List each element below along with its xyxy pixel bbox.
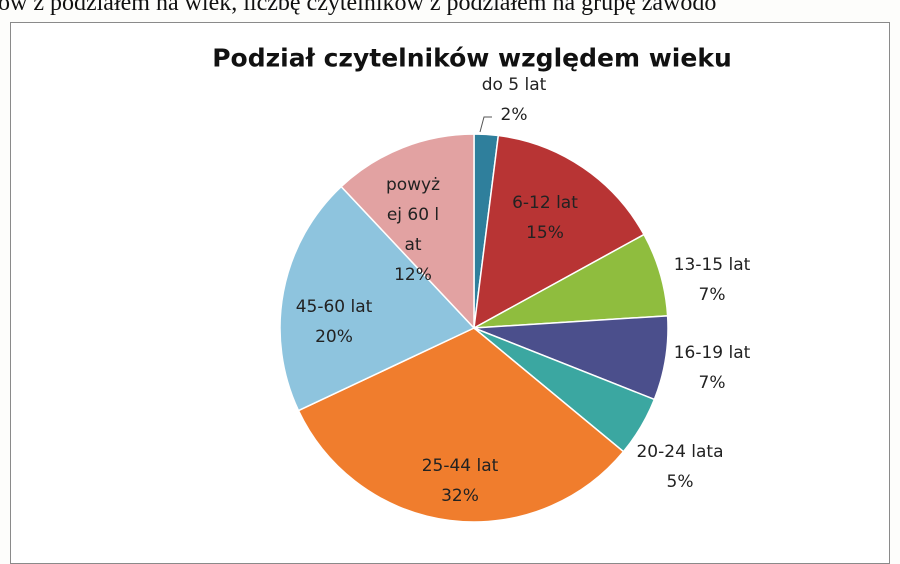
data-label: 13-15 lat 7% (674, 250, 751, 310)
label-category: 6-12 lat (512, 193, 578, 213)
label-category: powyżej 60 lat (385, 175, 441, 255)
label-value: 32% (441, 486, 479, 506)
data-label: 25-44 lat 32% (422, 451, 499, 511)
data-label: 45-60 lat 20% (296, 292, 373, 352)
pie-slice (297, 327, 625, 523)
label-value: 20% (315, 327, 353, 347)
label-value: 7% (698, 373, 726, 393)
pie-slice (473, 134, 646, 330)
label-value: 7% (698, 285, 726, 305)
label-category: do 5 lat (481, 75, 547, 95)
label-value: 2% (500, 105, 528, 125)
leader-line (479, 116, 492, 133)
label-category: 13-15 lat (673, 255, 751, 275)
chart-title: Podział czytelników względem wieku (212, 43, 732, 73)
label-value: 5% (666, 472, 694, 492)
label-value: 12% (394, 265, 432, 285)
pie-slice (340, 133, 475, 330)
data-label: powyżej 60 lat 12% (382, 170, 444, 290)
data-label: 16-19 lat 7% (674, 338, 751, 398)
data-label: do 5 lat 2% (482, 70, 547, 130)
label-category: 45-60 lat (295, 297, 373, 317)
label-category: 25-44 lat (421, 456, 499, 476)
label-value: 15% (526, 223, 564, 243)
label-category: 20-24 lata (636, 442, 724, 462)
document-text: ów z podziałem na wiek, liczbę czytelnik… (0, 0, 717, 16)
data-label: 20-24 lata 5% (636, 437, 723, 497)
label-category: 16-19 lat (673, 343, 751, 363)
data-label: 6-12 lat 15% (512, 188, 578, 248)
pie-slice (279, 185, 476, 412)
chart (279, 116, 669, 523)
